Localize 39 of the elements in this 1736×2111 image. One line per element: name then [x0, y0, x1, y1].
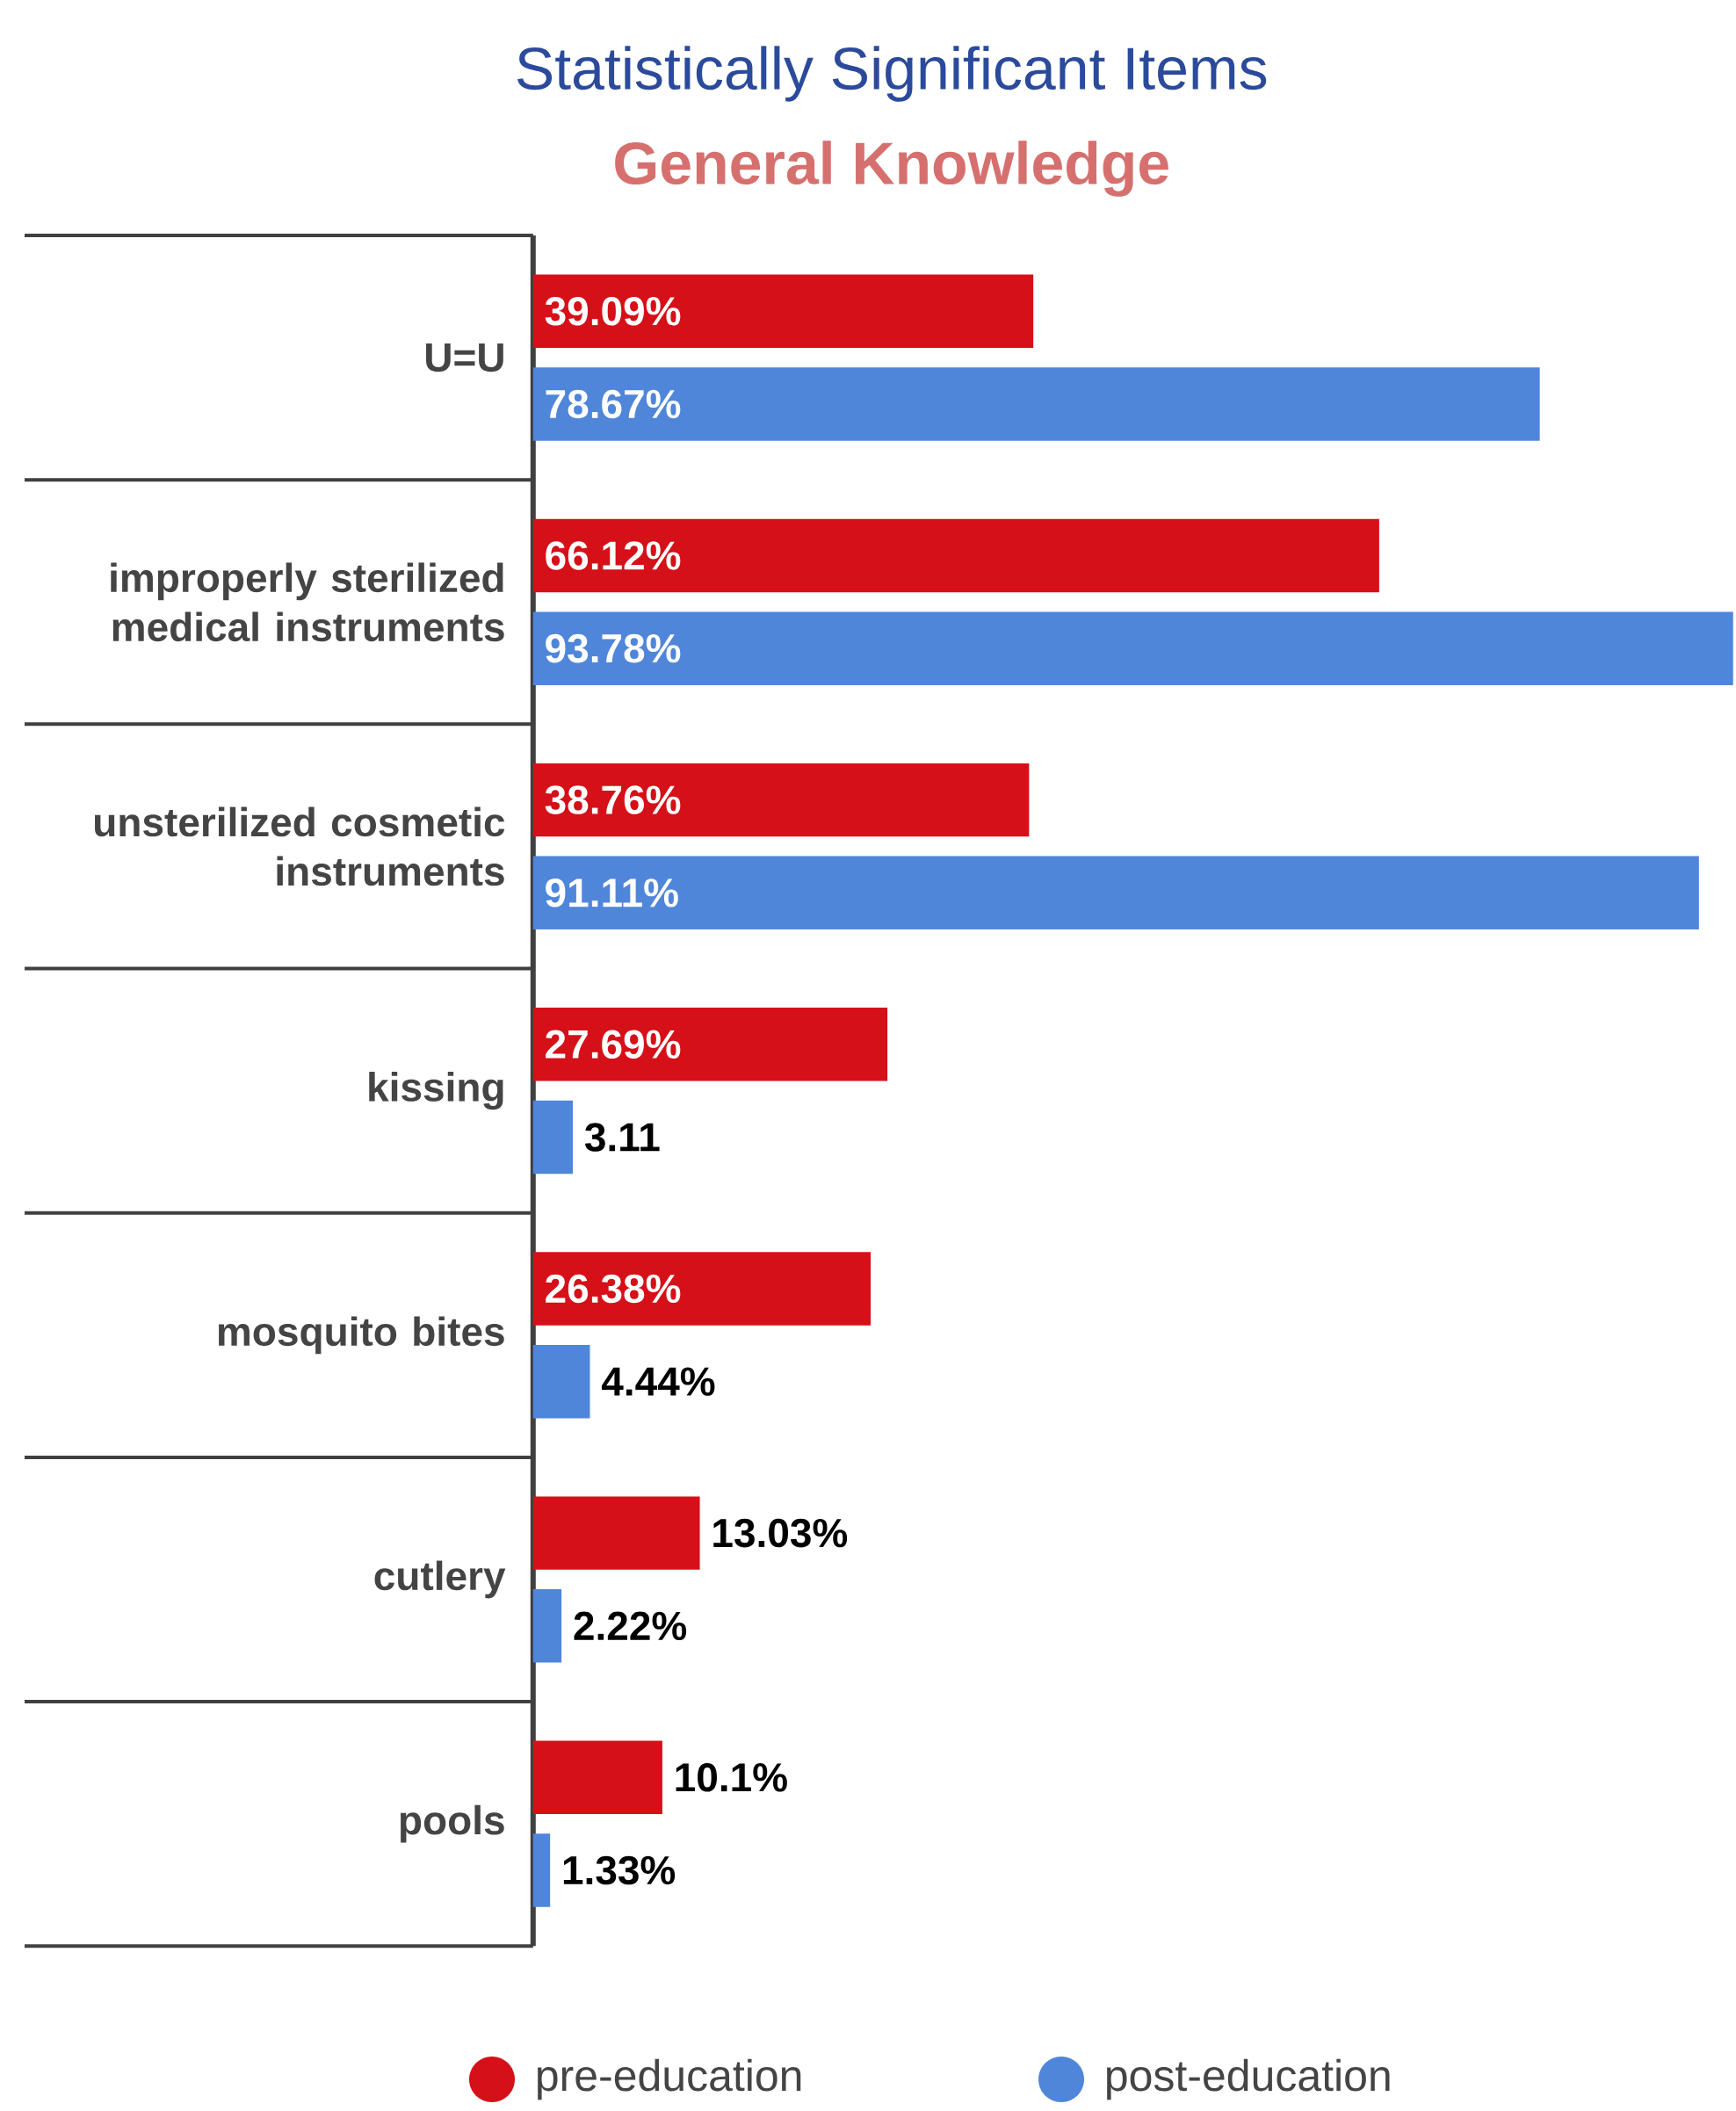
legend-label: post-education — [1107, 2058, 1390, 2100]
bar — [532, 1589, 562, 1663]
chart-subtitle: General Knowledge — [615, 141, 1168, 197]
data-label: 2.22% — [574, 1611, 687, 1641]
y-tick-label: U=U — [426, 343, 503, 372]
data-label: 39.09% — [545, 296, 681, 326]
bar — [532, 1100, 574, 1175]
bar — [532, 763, 1030, 837]
y-tick-label: improperly sterilized medical instruments — [111, 562, 504, 642]
data-label: 10.1% — [676, 1763, 787, 1792]
y-tick-label: cutlery — [374, 1560, 506, 1599]
y-tick-label: kissing — [369, 1072, 503, 1110]
data-label: 13.03% — [713, 1518, 848, 1548]
bar — [532, 274, 1034, 348]
data-label: 26.38% — [546, 1274, 681, 1304]
bar — [532, 1740, 662, 1815]
chart-title: Statistically Significant Items — [517, 46, 1267, 102]
bar — [532, 1833, 551, 1907]
bar — [532, 367, 1540, 441]
bar — [532, 856, 1699, 930]
data-label: 4.44% — [601, 1367, 715, 1396]
data-label: 66.12% — [546, 541, 681, 570]
y-tick-label: unsterilized cosmetic instruments — [95, 806, 505, 886]
y-tick-label: pools — [400, 1804, 504, 1843]
data-label: 1.33% — [563, 1855, 676, 1885]
bar — [532, 1008, 888, 1081]
legend-label: pre-education — [538, 2058, 801, 2100]
bar — [532, 518, 1379, 593]
data-label: 93.78% — [546, 633, 681, 663]
bar — [532, 1252, 872, 1326]
data-label: 91.11% — [546, 878, 678, 907]
bar — [532, 1496, 700, 1570]
data-label: 78.67% — [546, 389, 681, 419]
bar — [532, 611, 1733, 685]
bar — [532, 1344, 590, 1419]
data-label: 38.76% — [545, 785, 681, 814]
data-label: 3.11 — [584, 1123, 660, 1152]
y-tick-label: mosquito bites — [218, 1316, 504, 1355]
data-label: 27.69% — [546, 1030, 681, 1059]
